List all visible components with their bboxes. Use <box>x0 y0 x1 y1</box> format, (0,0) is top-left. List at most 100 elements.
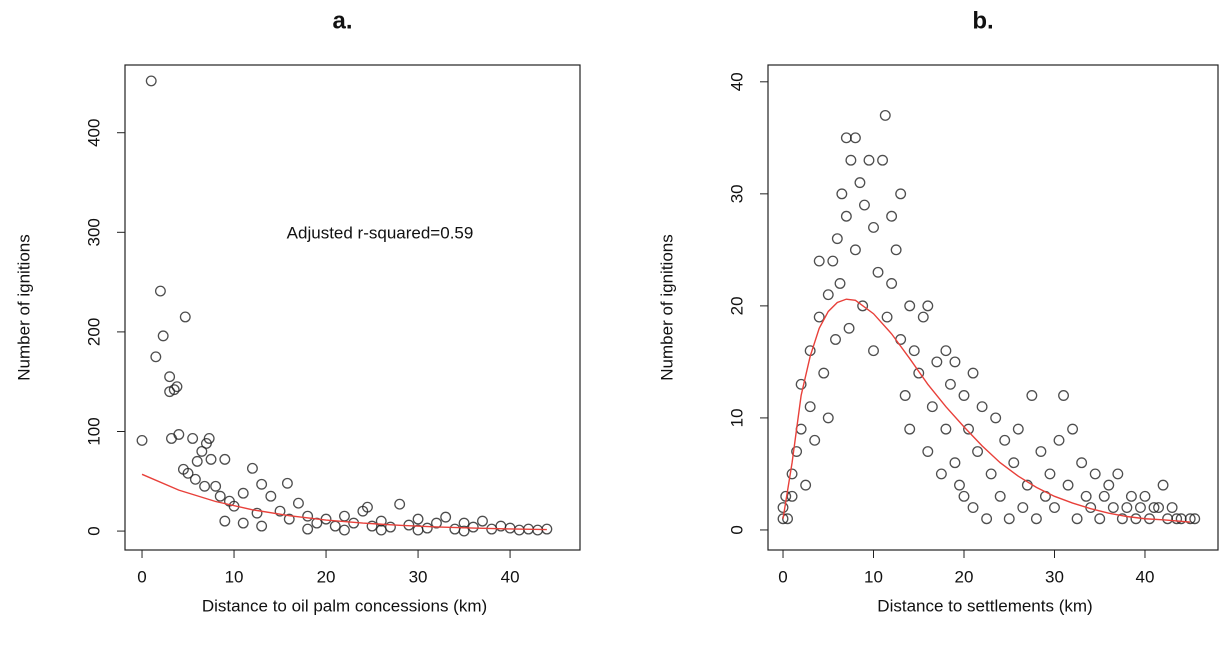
data-point <box>1035 446 1047 457</box>
fit-curve <box>141 473 547 531</box>
data-point <box>849 244 861 256</box>
data-point <box>256 520 268 532</box>
data-point <box>863 154 875 166</box>
data-point <box>467 521 479 533</box>
data-point <box>854 177 866 189</box>
data-point <box>338 524 350 536</box>
data-point <box>972 446 984 457</box>
y-tick-label: 300 <box>84 218 103 246</box>
data-point <box>777 513 789 525</box>
data-point <box>302 523 314 535</box>
x-axis-label: Distance to settlements (km) <box>877 596 1092 615</box>
data-point <box>994 490 1006 502</box>
data-point <box>214 490 226 502</box>
data-point <box>431 517 442 529</box>
y-tick-label: 200 <box>84 318 103 346</box>
data-point <box>935 468 947 480</box>
plot-frame <box>124 64 581 551</box>
data-point <box>251 507 263 519</box>
data-point <box>394 498 406 510</box>
x-tick-label: 40 <box>501 567 520 586</box>
y-tick-label: 100 <box>84 417 103 445</box>
data-point <box>292 497 304 509</box>
data-point <box>385 521 396 533</box>
data-point <box>302 510 314 522</box>
y-tick-label: 0 <box>84 526 103 535</box>
data-point <box>237 517 249 529</box>
data-point <box>913 367 925 379</box>
data-point <box>872 266 884 278</box>
data-point <box>1157 479 1169 491</box>
data-point <box>890 244 902 256</box>
data-point <box>1017 502 1029 513</box>
data-point <box>849 132 861 144</box>
data-point <box>836 188 848 200</box>
data-point <box>800 479 812 491</box>
data-point <box>782 513 793 525</box>
data-point <box>917 311 929 323</box>
data-point <box>283 513 295 525</box>
data-point <box>877 154 889 166</box>
data-point <box>859 199 870 211</box>
data-point <box>886 278 898 289</box>
data-point <box>196 445 208 457</box>
data-point <box>830 334 841 345</box>
data-point <box>182 467 194 479</box>
data-point <box>1139 490 1151 502</box>
data-point <box>154 285 166 297</box>
data-point <box>895 334 907 345</box>
x-tick-label: 10 <box>225 567 244 586</box>
data-point <box>145 75 157 87</box>
data-point <box>940 345 952 357</box>
data-point <box>818 367 830 379</box>
y-tick-label: 10 <box>727 408 746 427</box>
data-point <box>265 490 277 502</box>
data-point <box>1135 502 1146 513</box>
x-tick-label: 40 <box>1136 567 1155 586</box>
data-point <box>777 502 789 513</box>
data-point <box>813 255 825 267</box>
y-axis-label: Number of ignitions <box>657 234 676 380</box>
data-point <box>191 455 203 467</box>
data-point <box>329 520 341 532</box>
x-tick-label: 0 <box>778 567 787 586</box>
data-point <box>879 109 891 121</box>
data-point <box>477 515 488 527</box>
data-point <box>1089 468 1101 480</box>
chart-title: b. <box>972 7 993 34</box>
data-point <box>840 210 852 222</box>
data-point <box>1071 513 1083 525</box>
y-tick-label: 0 <box>727 525 746 534</box>
data-point <box>822 289 834 301</box>
data-point <box>827 255 839 267</box>
data-point <box>203 433 215 444</box>
data-point <box>274 505 286 517</box>
data-point <box>1053 434 1065 446</box>
data-point <box>1125 490 1137 502</box>
data-point <box>157 330 169 342</box>
x-axis-label: Distance to oil palm concessions (km) <box>202 596 487 615</box>
data-point <box>338 510 350 522</box>
data-point <box>1112 468 1124 480</box>
data-point <box>1189 513 1201 525</box>
y-axis-label: Number of ignitions <box>14 234 33 380</box>
data-point <box>513 524 525 536</box>
data-point <box>899 390 911 401</box>
x-tick-label: 10 <box>864 567 883 586</box>
data-point <box>1058 390 1069 401</box>
data-point <box>189 473 201 485</box>
data-point <box>1171 513 1183 525</box>
data-point <box>949 356 961 368</box>
data-point <box>786 468 798 480</box>
data-point <box>179 311 191 323</box>
data-point <box>449 523 461 535</box>
data-point <box>219 453 231 465</box>
data-point <box>150 351 162 363</box>
data-point <box>868 345 879 357</box>
data-point <box>809 434 821 446</box>
data-point <box>1153 502 1164 513</box>
data-point <box>868 222 879 233</box>
data-point <box>795 378 807 390</box>
data-point <box>804 401 816 413</box>
